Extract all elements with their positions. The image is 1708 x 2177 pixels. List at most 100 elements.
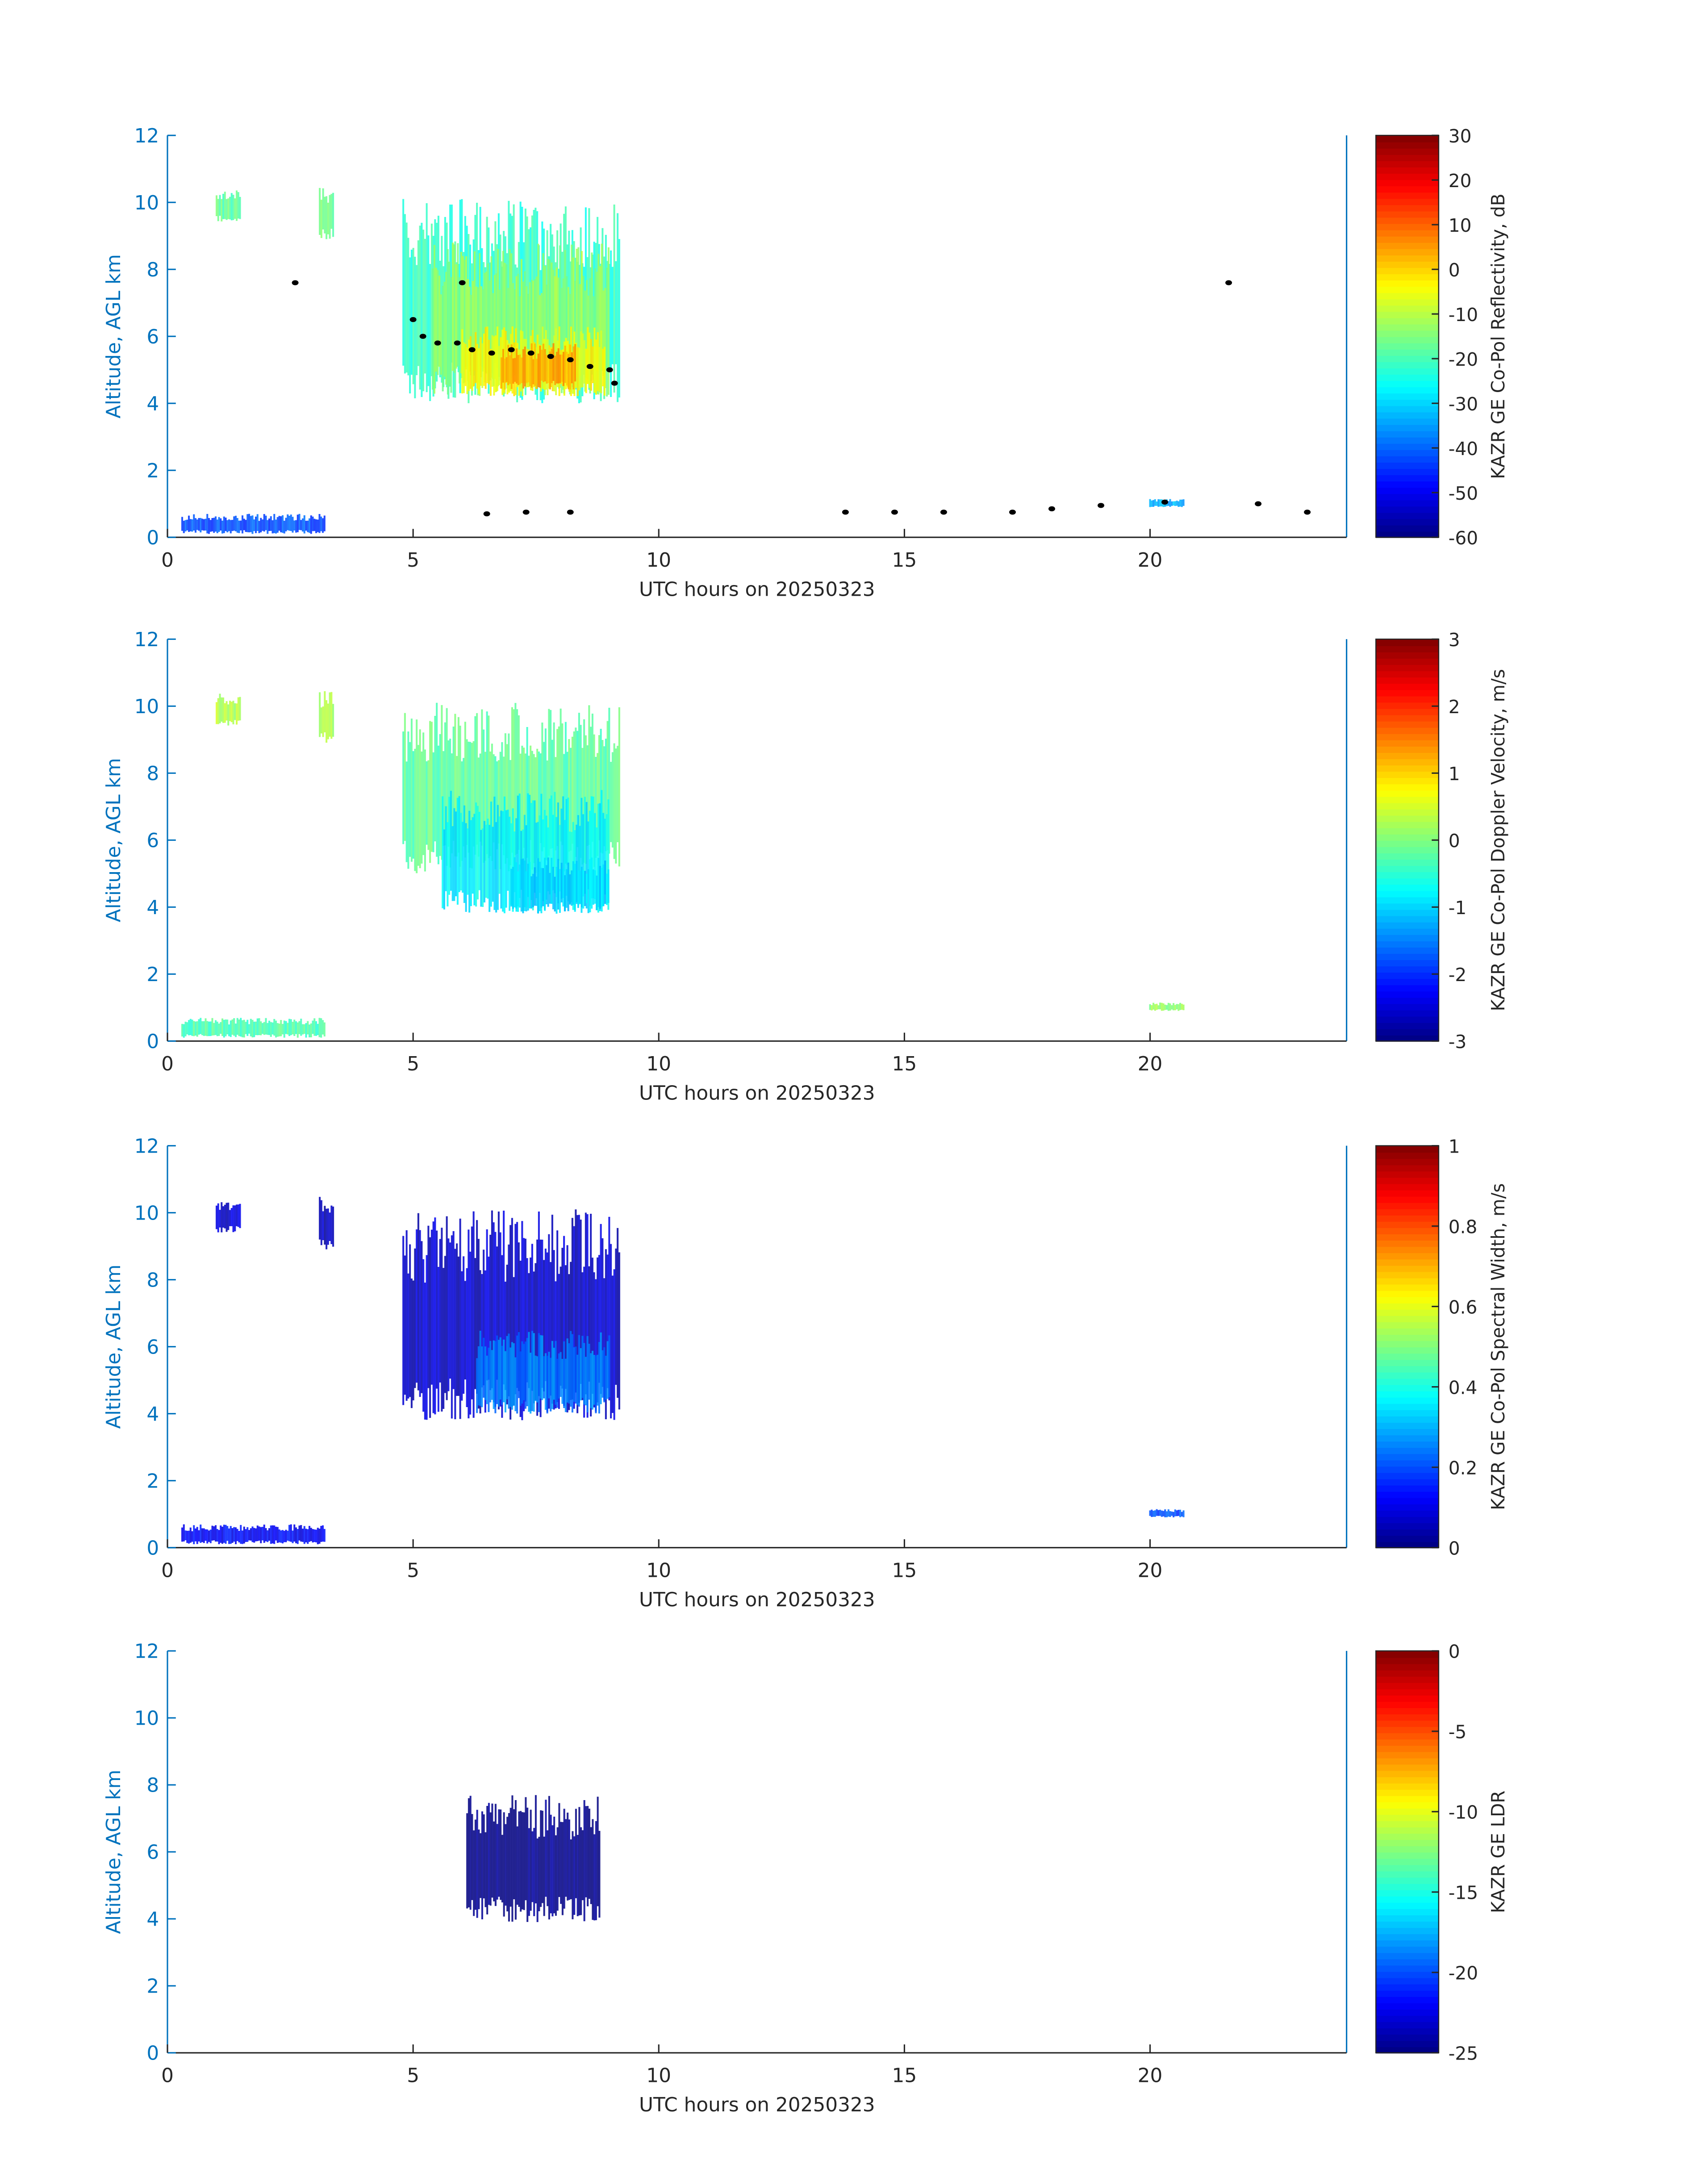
y-tick-label: 8 bbox=[146, 762, 159, 785]
echo-field bbox=[181, 188, 1185, 534]
colorbar-segment bbox=[1376, 462, 1439, 469]
y-tick-label: 10 bbox=[134, 192, 159, 214]
echo-field bbox=[181, 691, 1185, 1038]
y-tick-label: 4 bbox=[146, 1908, 159, 1931]
colorbar-segment bbox=[1376, 639, 1439, 646]
colorbar-frame bbox=[1375, 1650, 1440, 2054]
bright-band-point bbox=[468, 347, 476, 352]
bright-band-point bbox=[1009, 510, 1016, 515]
x-tick-label: 15 bbox=[892, 1559, 917, 1582]
colorbar-segment bbox=[1376, 368, 1439, 375]
colorbar-segment bbox=[1376, 1353, 1439, 1360]
y-tick-label: 4 bbox=[146, 896, 159, 919]
bright-band-point bbox=[527, 351, 535, 356]
x-tick-label: 5 bbox=[407, 2064, 419, 2087]
colorbar-segment bbox=[1376, 959, 1439, 967]
colorbar-segment bbox=[1376, 430, 1439, 438]
colorbar-segment bbox=[1376, 267, 1439, 275]
bright-band-point bbox=[1048, 506, 1055, 512]
bright-band-point bbox=[488, 351, 495, 356]
colorbar-segment bbox=[1376, 852, 1439, 860]
colorbar-segment bbox=[1376, 1889, 1439, 1897]
colorbar-segment bbox=[1376, 198, 1439, 205]
colorbar-segment bbox=[1376, 670, 1439, 678]
colorbar-segment bbox=[1376, 399, 1439, 406]
colorbar-label: KAZR GE Co-Pol Spectral Width, m/s bbox=[1487, 1183, 1509, 1510]
colorbar-segment bbox=[1376, 1164, 1439, 1172]
colorbar-segment bbox=[1376, 286, 1439, 293]
colorbar-segment bbox=[1376, 1478, 1439, 1486]
x-tick-label: 0 bbox=[161, 549, 174, 572]
bright-band-point bbox=[567, 510, 574, 515]
bright-band-point bbox=[611, 380, 618, 386]
colorbar-segment bbox=[1376, 1491, 1439, 1498]
colorbar-segment bbox=[1376, 1965, 1439, 1972]
colorbar-segment bbox=[1376, 1529, 1439, 1536]
colorbar-segment bbox=[1376, 248, 1439, 255]
colorbar-segment bbox=[1376, 1183, 1439, 1191]
colorbar-segment bbox=[1376, 1208, 1439, 1216]
colorbar-tick-label: 20 bbox=[1449, 170, 1472, 192]
colorbar-segment bbox=[1376, 167, 1439, 174]
colorbar-segment bbox=[1376, 1789, 1439, 1796]
colorbar-segment bbox=[1376, 1764, 1439, 1771]
colorbar-segment bbox=[1376, 361, 1439, 368]
colorbar-segment bbox=[1376, 192, 1439, 199]
colorbar-segment bbox=[1376, 1726, 1439, 1734]
colorbar-tick-label: -25 bbox=[1449, 2043, 1478, 2064]
colorbar-segment bbox=[1376, 280, 1439, 287]
colorbar-segment bbox=[1376, 512, 1439, 519]
colorbar-segment bbox=[1376, 664, 1439, 672]
colorbar-tick-label: 0.2 bbox=[1449, 1457, 1478, 1479]
colorbar-segment bbox=[1376, 148, 1439, 155]
colorbar-segment bbox=[1376, 1215, 1439, 1222]
bright-band-point bbox=[606, 367, 613, 372]
colorbar-segment bbox=[1376, 411, 1439, 419]
colorbar-segment bbox=[1376, 1946, 1439, 1953]
colorbar-segment bbox=[1376, 1221, 1439, 1228]
colorbar-segment bbox=[1376, 1016, 1439, 1023]
colorbar-segment bbox=[1376, 1657, 1439, 1664]
colorbar-tick-label: -3 bbox=[1449, 1031, 1467, 1053]
colorbar-segment bbox=[1376, 223, 1439, 230]
colorbar: 3 2 1 0 -1 -2 -3 KAZR GE Co-Pol Doppler Velocit… bbox=[1375, 629, 1509, 1053]
colorbar-segment bbox=[1376, 1190, 1439, 1197]
colorbar-segment bbox=[1376, 1871, 1439, 1878]
x-tick-label: 0 bbox=[161, 1559, 174, 1582]
bright-band-point bbox=[483, 511, 490, 517]
x-axis-label: UTC hours on 20250323 bbox=[639, 578, 875, 601]
colorbar-segment bbox=[1376, 884, 1439, 891]
colorbar-segment bbox=[1376, 1688, 1439, 1696]
colorbar-segment bbox=[1376, 1883, 1439, 1890]
colorbar-tick-label: 0 bbox=[1449, 1538, 1460, 1559]
colorbar-segment bbox=[1376, 1340, 1439, 1348]
colorbar-segment bbox=[1376, 160, 1439, 167]
colorbar-segment bbox=[1376, 802, 1439, 810]
colorbar-segment bbox=[1376, 317, 1439, 325]
colorbar-segment bbox=[1376, 815, 1439, 822]
colorbar-segment bbox=[1376, 846, 1439, 853]
colorbar-segment bbox=[1376, 1466, 1439, 1473]
colorbar-segment bbox=[1376, 173, 1439, 180]
colorbar-segment bbox=[1376, 393, 1439, 400]
colorbar-segment bbox=[1376, 677, 1439, 684]
colorbar-segment bbox=[1376, 1751, 1439, 1759]
colorbar-segment bbox=[1376, 1434, 1439, 1442]
bright-band-point bbox=[522, 510, 530, 515]
colorbar-segment bbox=[1376, 493, 1439, 501]
bright-band-point bbox=[419, 334, 426, 339]
bright-band-point bbox=[842, 510, 849, 515]
bright-band-point bbox=[1225, 280, 1232, 285]
colorbar-segment bbox=[1376, 1839, 1439, 1847]
colorbar-segment bbox=[1376, 1732, 1439, 1740]
colorbar-segment bbox=[1376, 645, 1439, 652]
colorbar-segment bbox=[1376, 859, 1439, 866]
colorbar-tick-label: -20 bbox=[1449, 349, 1478, 370]
colorbar-segment bbox=[1376, 1814, 1439, 1822]
colorbar-segment bbox=[1376, 1516, 1439, 1523]
colorbar-segment bbox=[1376, 531, 1439, 538]
colorbar-segment bbox=[1376, 1497, 1439, 1504]
colorbar-segment bbox=[1376, 1416, 1439, 1423]
colorbar-tick-label: 0 bbox=[1449, 830, 1460, 852]
colorbar-segment bbox=[1376, 1022, 1439, 1029]
